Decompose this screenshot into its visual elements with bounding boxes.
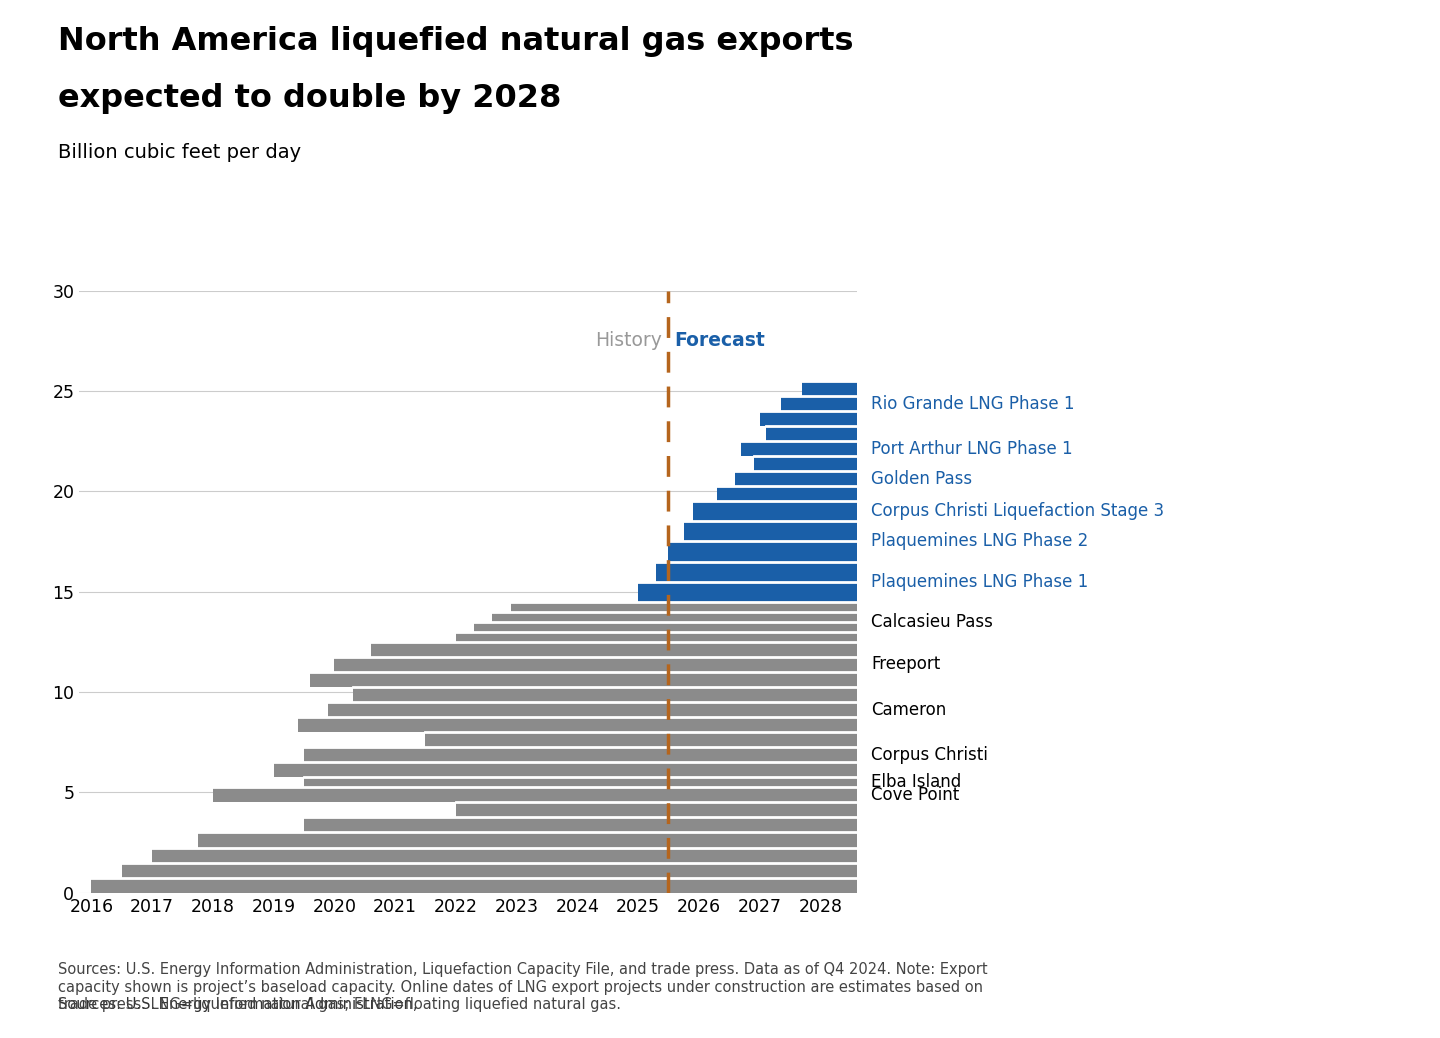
Text: Rio Grande LNG Phase 1: Rio Grande LNG Phase 1 xyxy=(871,394,1074,412)
Text: Forecast: Forecast xyxy=(674,331,765,350)
Text: Corpus Christi: Corpus Christi xyxy=(871,745,988,764)
Text: North America liquefied natural gas exports: North America liquefied natural gas expo… xyxy=(58,26,852,57)
Text: Elba Island: Elba Island xyxy=(871,773,962,791)
Text: Billion cubic feet per day: Billion cubic feet per day xyxy=(58,143,301,162)
Text: Freeport: Freeport xyxy=(871,655,940,674)
Text: Port Arthur LNG Phase 1: Port Arthur LNG Phase 1 xyxy=(871,440,1073,458)
Text: History: History xyxy=(596,331,662,350)
Text: expected to double by 2028: expected to double by 2028 xyxy=(58,83,562,114)
Text: Plaquemines LNG Phase 1: Plaquemines LNG Phase 1 xyxy=(871,573,1089,591)
Text: Sources: U.S. Energy Information Administration,: Sources: U.S. Energy Information Adminis… xyxy=(58,998,422,1012)
Text: Sources: U.S. Energy Information Administration, Liquefaction Capacity File, and: Sources: U.S. Energy Information Adminis… xyxy=(58,962,988,1012)
Text: Plaquemines LNG Phase 2: Plaquemines LNG Phase 2 xyxy=(871,532,1089,550)
Text: Corpus Christi Liquefaction Stage 3: Corpus Christi Liquefaction Stage 3 xyxy=(871,502,1165,520)
Text: Golden Pass: Golden Pass xyxy=(871,470,972,488)
Text: Calcasieu Pass: Calcasieu Pass xyxy=(871,612,994,631)
Text: Cove Point: Cove Point xyxy=(871,786,959,803)
Text: Cameron: Cameron xyxy=(871,701,946,718)
